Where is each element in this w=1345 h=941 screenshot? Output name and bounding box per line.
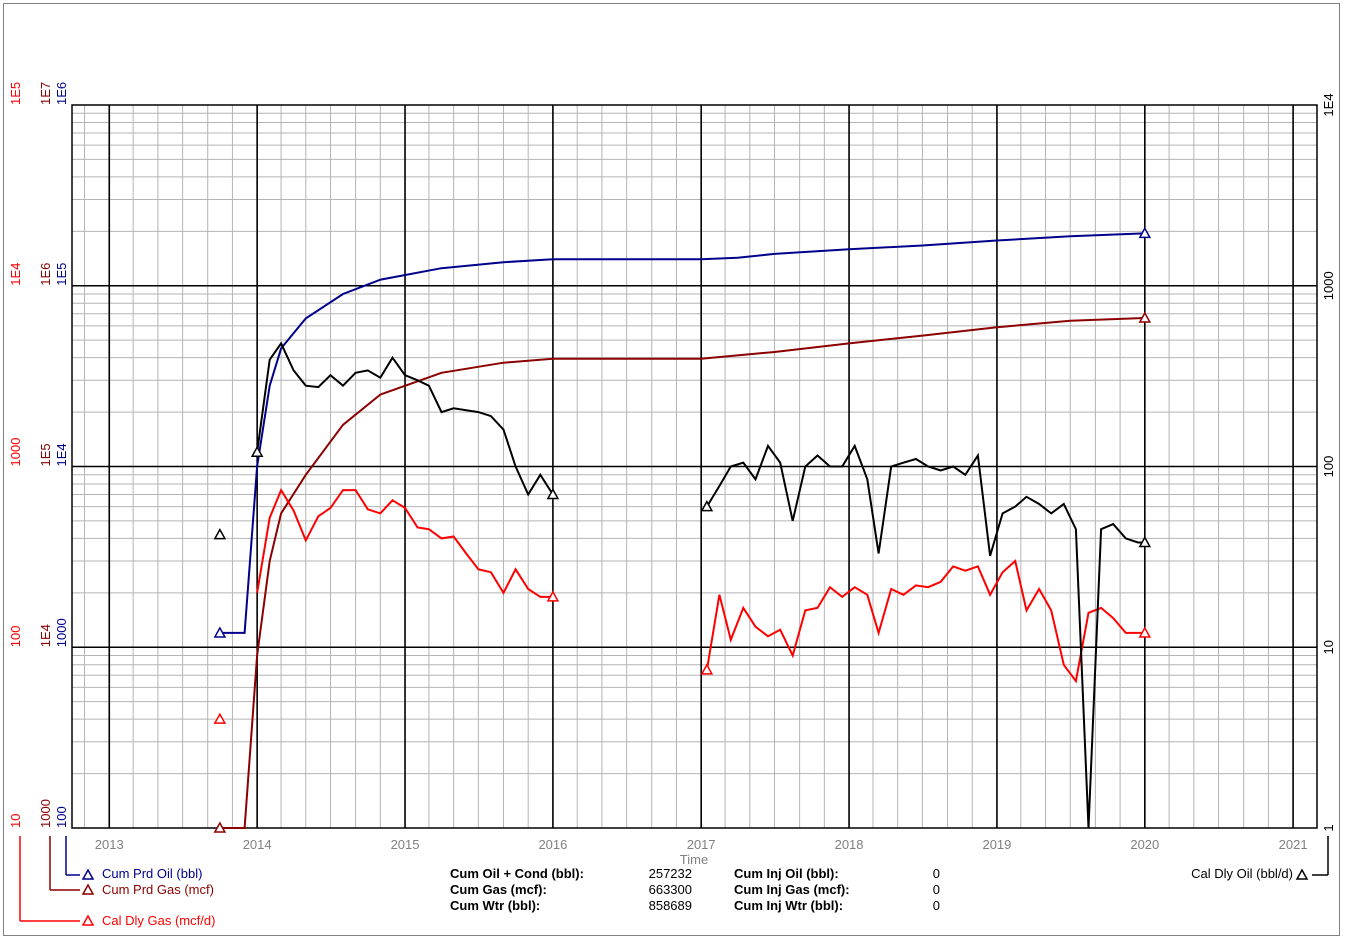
summary-cum-inj-oil-label: Cum Inj Oil (bbl):: [734, 866, 839, 881]
summary-cum-wtr-value: 858689: [648, 898, 692, 913]
summary-cum-inj-gas-label: Cum Inj Gas (mcf):: [734, 882, 850, 897]
series-marker: [213, 528, 227, 540]
left-axis-tick-label: 1E5: [54, 263, 69, 286]
series-marker: [213, 712, 227, 724]
legend-oil-rate[interactable]: Cal Dly Oil (bbl/d): [1191, 866, 1293, 881]
series-layer: [213, 226, 1152, 833]
legend-cum-oil[interactable]: Cum Prd Oil (bbl): [102, 866, 203, 881]
summary-cum-inj-wtr-value: 0: [932, 898, 940, 913]
series-marker: [1138, 226, 1152, 239]
x-tick-label: 2020: [1130, 837, 1159, 852]
legend-marker: [81, 883, 95, 895]
summary-cum-gas-value: 663300: [648, 882, 692, 897]
left-axis-tick-label: 100: [54, 806, 69, 828]
series-marker: [700, 500, 714, 512]
right-axis-tick-label: 100: [1321, 456, 1336, 478]
left-axis-tick-label: 1E5: [8, 82, 23, 105]
summary-cum-oil-cond-label: Cum Oil + Cond (bbl):: [450, 866, 584, 881]
left-axis-tick-label: 1E7: [38, 82, 53, 105]
x-tick-labels: 2013 2014 2015 2016 2017 2018 2019 2020 2021: [95, 837, 1308, 852]
x-tick-label: 2016: [538, 837, 567, 852]
left-axis-tick-label: 10: [8, 814, 23, 828]
x-tick-label: 2013: [95, 837, 124, 852]
summary-cum-inj-oil-value: 0: [932, 866, 940, 881]
series-line: [219, 317, 1145, 829]
chart-frame: [3, 3, 1340, 936]
left-axis-tick-label: 1E5: [38, 443, 53, 466]
left-axis-tick-label: 1E4: [8, 263, 23, 286]
left-axis-tick-label: 100: [8, 626, 23, 648]
summary-cum-gas-label: Cum Gas (mcf):: [450, 882, 547, 897]
legend-marker: [81, 914, 95, 926]
left-axis-tick-labels: 1010010001E41E510001E41E51E61E710010001E…: [8, 82, 69, 828]
left-axis-tick-label: 1E4: [54, 443, 69, 466]
right-axis-tick-label: 1: [1321, 824, 1336, 831]
right-axis-tick-label: 1E4: [1321, 93, 1336, 116]
right-axis-tick-labels: 1 10 100 1000 1E4: [1321, 93, 1336, 831]
x-tick-label: 2017: [687, 837, 716, 852]
right-axis-tick-label: 10: [1321, 640, 1336, 654]
legend-gas-rate[interactable]: Cal Dly Gas (mcf/d): [102, 913, 216, 928]
left-axis-tick-label: 1E6: [54, 82, 69, 105]
plot-area-border: [71, 104, 1318, 829]
left-axis-tick-label: 1000: [8, 438, 23, 467]
legend-marker: [81, 868, 95, 880]
series-marker: [546, 487, 560, 500]
left-axis-tick-label: 1000: [38, 799, 53, 828]
series-marker: [213, 821, 227, 833]
series-marker: [1138, 626, 1152, 638]
series-marker: [700, 663, 714, 675]
summary-cum-oil-cond-value: 257232: [648, 866, 692, 881]
series-line: [219, 232, 1145, 634]
x-tick-label: 2015: [391, 837, 420, 852]
left-axis-tick-label: 1E6: [38, 263, 53, 286]
series-marker: [1138, 311, 1152, 323]
series-marker: [1138, 535, 1152, 548]
x-axis-title: Time: [680, 852, 708, 867]
right-axis-tick-label: 1000: [1321, 271, 1336, 300]
summary-cum-wtr-label: Cum Wtr (bbl):: [450, 898, 541, 913]
summary-cum-inj-wtr-label: Cum Inj Wtr (bbl):: [734, 898, 844, 913]
series-marker: [213, 626, 227, 638]
left-axis-tick-label: 1000: [54, 618, 69, 647]
series-line: [705, 559, 1145, 684]
x-tick-label: 2019: [982, 837, 1011, 852]
summary-cum-inj-gas-value: 0: [932, 882, 940, 897]
series-marker: [546, 590, 560, 602]
left-axis-tick-label: 1E4: [38, 624, 53, 647]
x-tick-label: 2018: [835, 837, 864, 852]
series-line: [256, 341, 554, 497]
legend-connectors: [19, 836, 1329, 926]
series-line: [256, 487, 553, 598]
legend-marker: [1295, 868, 1309, 880]
x-tick-label: 2021: [1279, 837, 1308, 852]
legend-cum-gas[interactable]: Cum Prd Gas (mcf): [102, 882, 214, 897]
series-line: [706, 443, 1145, 829]
x-tick-label: 2014: [243, 837, 272, 852]
series-marker: [250, 445, 264, 457]
